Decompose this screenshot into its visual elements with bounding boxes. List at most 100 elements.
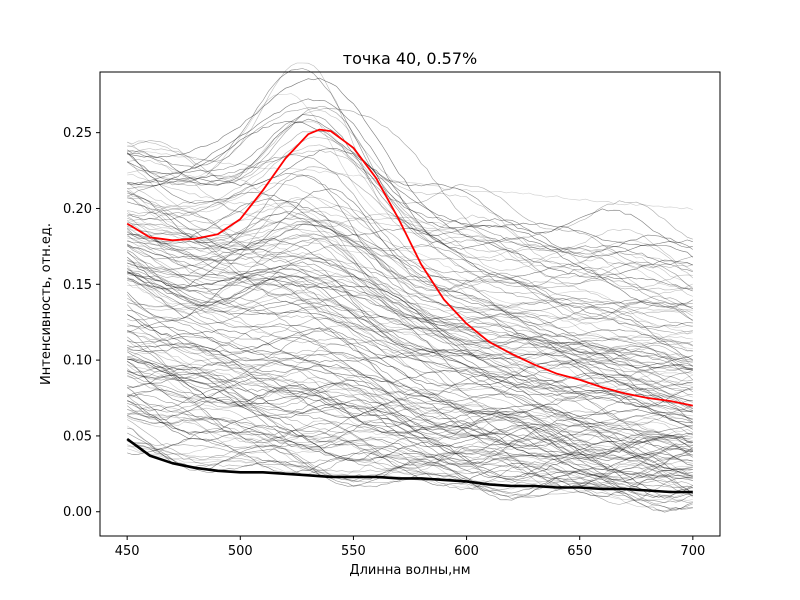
background-spectrum-line: [127, 118, 693, 248]
background-spectrum-line: [127, 149, 693, 291]
background-spectrum-line: [127, 425, 693, 508]
background-spectrum-line: [127, 136, 693, 269]
background-spectrum-line: [127, 324, 693, 430]
y-tick-label: 0.25: [63, 126, 92, 141]
background-spectrum-line: [127, 357, 693, 461]
background-spectrum-line: [127, 271, 693, 399]
background-spectrum-line: [127, 249, 693, 404]
x-tick-label: 450: [115, 544, 140, 559]
background-spectrum-line: [127, 371, 693, 459]
background-spectrum-line: [127, 393, 693, 496]
background-spectrum-line: [127, 237, 693, 335]
x-axis: 450 500 550 600 650 700: [115, 536, 705, 559]
y-tick-label: 0.20: [63, 202, 92, 217]
background-spectrum-line: [126, 234, 693, 385]
background-spectrum-line: [126, 198, 693, 328]
background-spectrum-line: [127, 360, 693, 463]
background-spectrum-line: [127, 399, 693, 493]
y-axis: 0.00 0.05 0.10 0.15 0.20 0.25: [63, 126, 100, 520]
background-spectrum-line: [127, 331, 693, 446]
background-spectrum-line: [127, 444, 693, 493]
background-spectrum-line: [127, 364, 693, 460]
background-spectrum-line: [127, 399, 693, 482]
background-spectrum-line: [127, 152, 693, 308]
background-spectrum-line: [127, 302, 693, 436]
background-spectrum-line: [127, 264, 693, 388]
background-spectrum-line: [127, 358, 693, 474]
background-spectrum-line: [127, 413, 693, 481]
background-spectrum-line: [127, 342, 693, 445]
background-spectrum-line: [127, 336, 693, 470]
background-spectrum-line: [127, 409, 693, 479]
main-series: [126, 128, 693, 494]
background-spectrum-line: [127, 359, 693, 477]
background-spectrum-line: [127, 346, 693, 455]
y-tick-label: 0.15: [63, 278, 92, 293]
background-spectrum-line: [127, 415, 693, 481]
background-spectrum-line: [127, 351, 693, 433]
background-spectrum-line: [127, 262, 693, 410]
background-spectrum-line: [127, 364, 693, 448]
background-spectrum-line: [127, 144, 693, 311]
background-spectrum-line: [127, 240, 693, 371]
background-spectrum-line: [127, 364, 693, 460]
background-spectrum-line: [127, 372, 693, 481]
background-spectrum-line: [127, 394, 693, 488]
background-spectrum-line: [127, 404, 694, 498]
background-spectrum-line: [127, 314, 693, 453]
background-spectrum-line: [127, 445, 693, 496]
background-spectrum-line: [127, 223, 693, 367]
background-spectrum-line: [127, 407, 693, 479]
background-spectrum-line: [127, 187, 693, 338]
background-spectrum-line: [127, 205, 693, 315]
background-spectrum-line: [126, 274, 693, 408]
background-spectrum-line: [127, 166, 693, 327]
background-spectrum-line: [127, 261, 693, 413]
background-spectrum-line: [127, 247, 693, 373]
y-tick-label: 0.10: [63, 354, 92, 369]
background-spectrum-line: [127, 130, 693, 240]
background-spectrum-line: [127, 361, 693, 459]
background-spectrum-line: [127, 278, 693, 412]
background-spectrum-line: [127, 395, 693, 475]
background-spectrum-line: [126, 244, 693, 377]
background-spectrum-line: [127, 272, 693, 423]
background-spectrum-line: [127, 222, 693, 367]
background-spectrum-line: [127, 387, 693, 498]
background-spectrum-line: [127, 438, 693, 498]
background-spectrum-line: [127, 154, 693, 321]
background-spectrum-line: [127, 158, 693, 297]
background-spectrum-line: [127, 389, 693, 472]
background-spectrum-line: [127, 370, 693, 462]
background-spectrum-line: [127, 389, 693, 495]
background-spectrum-line: [127, 419, 693, 512]
background-spectrum-line: [127, 244, 693, 398]
background-spectrum-line: [127, 246, 693, 393]
background-spectrum-line: [127, 197, 693, 306]
baseline-spectrum-line: [126, 437, 693, 494]
background-spectrum-line: [127, 110, 693, 272]
background-spectrum-line: [127, 364, 693, 460]
x-axis-title: Длинна волны,нм: [349, 563, 470, 578]
background-spectrum-line: [127, 441, 693, 486]
background-spectrum-line: [126, 304, 693, 441]
background-spectrum-line: [127, 314, 693, 443]
background-spectrum-line: [127, 114, 693, 255]
background-spectrum-line: [127, 329, 693, 451]
background-spectrum-line: [127, 174, 693, 266]
background-spectrum-line: [127, 197, 693, 391]
background-spectrum-line: [127, 316, 693, 411]
background-spectrum-line: [127, 161, 693, 295]
background-spectrum-line: [127, 237, 693, 369]
background-spectrum-line: [127, 211, 693, 318]
background-spectrum-line: [127, 223, 693, 362]
background-spectrum-line: [127, 302, 693, 427]
background-spectrum-line: [127, 195, 693, 307]
background-spectrum-line: [127, 93, 693, 289]
background-spectrum-line: [126, 294, 693, 426]
background-spectrum-line: [127, 284, 693, 407]
background-spectrum-line: [127, 343, 693, 458]
background-spectrum-line: [127, 199, 693, 321]
y-tick-label: 0.00: [63, 505, 92, 520]
background-spectrum-line: [127, 256, 693, 391]
